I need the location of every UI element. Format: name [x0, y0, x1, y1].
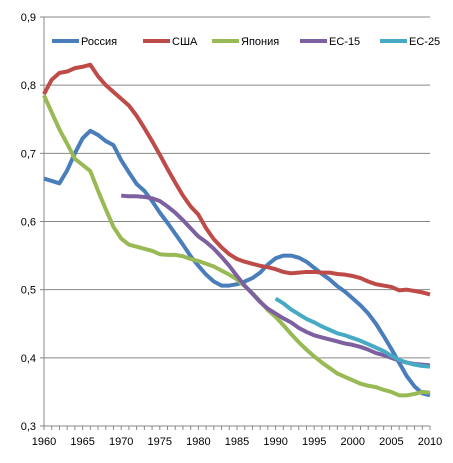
series-lines [42, 62, 431, 398]
legend-item-4: ЕС-15 [300, 36, 360, 48]
gridlines [44, 16, 430, 359]
legend-label: Япония [241, 36, 279, 48]
legend-item-3: Япония [212, 36, 279, 48]
x-tick-label: 1970 [109, 436, 133, 448]
y-tick-label: 0,5 [21, 285, 36, 297]
legend-label: США [172, 36, 198, 48]
y-tick-label: 0,4 [21, 353, 36, 365]
series-line-4 [121, 193, 431, 368]
x-tick-label: 2005 [379, 436, 403, 448]
series-line-5 [274, 296, 431, 369]
series-line-3 [42, 94, 431, 398]
y-tick-label: 0,3 [21, 421, 36, 433]
series-line-2 [42, 62, 431, 297]
x-tick-label: 2000 [341, 436, 365, 448]
legend-item-5: ЕС-25 [380, 36, 440, 48]
x-axis-ticks: 1960 1965 1970 1975 1980 1985 1990 1995 2000 2005… [32, 426, 442, 448]
y-tick-label: 0,8 [21, 80, 36, 92]
legend-label: Россия [81, 36, 117, 48]
y-axis-ticks: 0,3 0,4 0,5 0,6 0,7 0,8 0,9 [21, 12, 44, 433]
x-tick-label: 1960 [32, 436, 56, 448]
x-tick-label: 1980 [186, 436, 210, 448]
series-line-1 [43, 128, 431, 398]
legend-item-1: Россия [52, 36, 117, 48]
x-tick-label: 1995 [302, 436, 326, 448]
x-tick-label: 2010 [418, 436, 442, 448]
legend: Россия США Япония ЕС-15 ЕС-25 [52, 36, 440, 48]
x-tick-label: 1975 [148, 436, 172, 448]
legend-item-2: США [143, 36, 198, 48]
legend-label: ЕС-25 [409, 36, 440, 48]
x-tick-label: 1990 [263, 436, 287, 448]
y-tick-label: 0,6 [21, 217, 36, 229]
y-tick-label: 0,7 [21, 148, 36, 160]
x-tick-label: 1985 [225, 436, 249, 448]
legend-label: ЕС-15 [329, 36, 360, 48]
x-tick-label: 1965 [70, 436, 94, 448]
y-tick-label: 0,9 [21, 12, 36, 24]
